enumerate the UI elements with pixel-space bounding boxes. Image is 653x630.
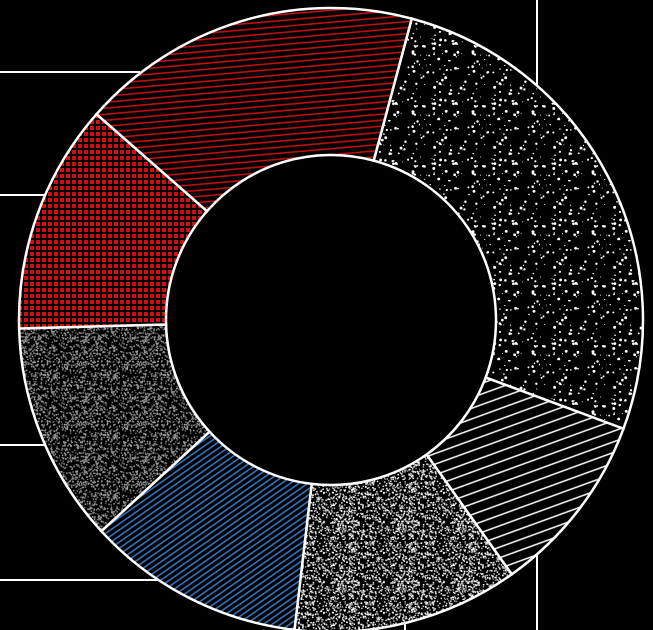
donut-segment [372,17,645,431]
donut-segment [99,429,314,630]
donut-segment [94,6,414,213]
